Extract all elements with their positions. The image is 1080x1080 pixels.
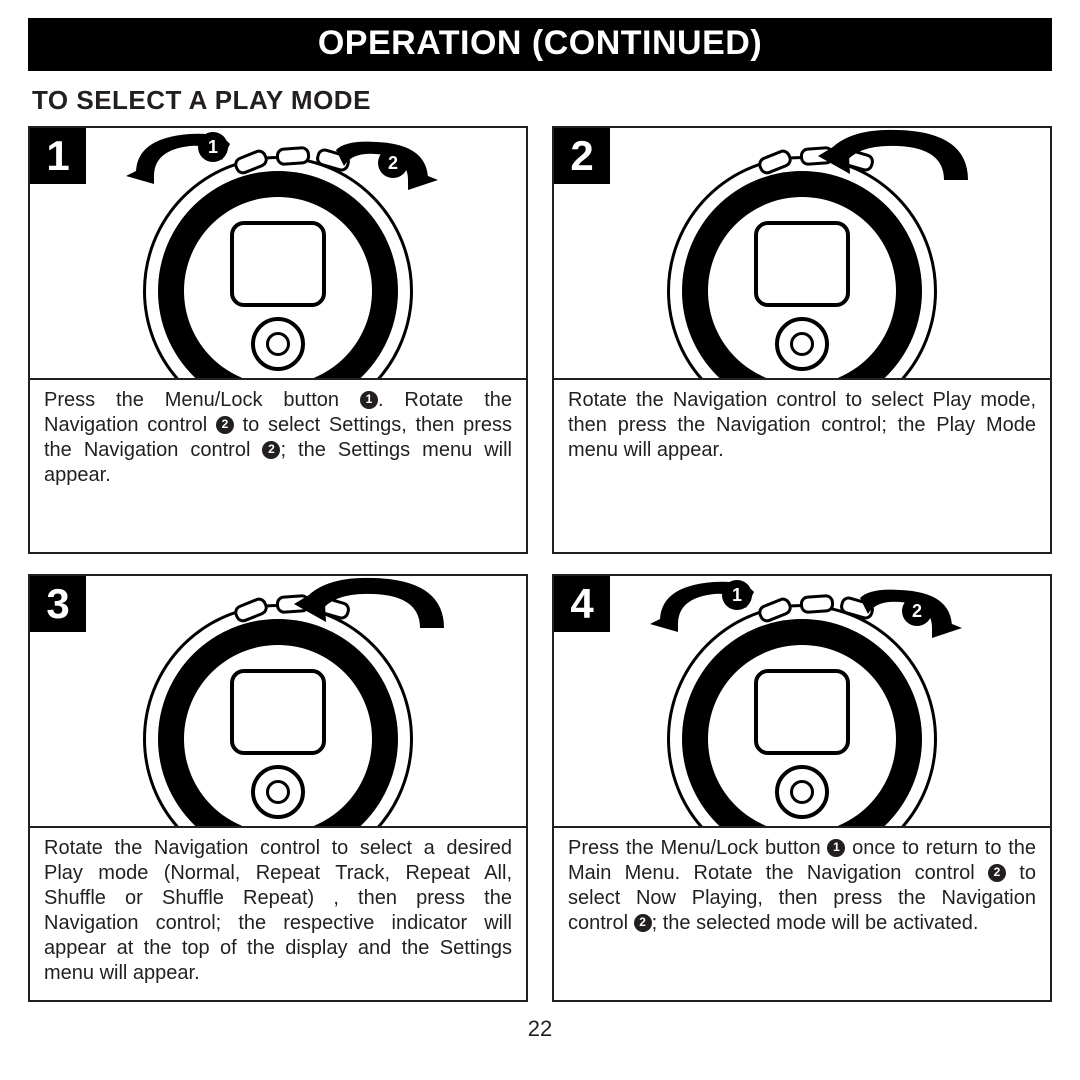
step-1-illustration: 1 1 2 [28,126,528,380]
callout-1: 1 [722,580,752,610]
callout-2: 2 [378,148,408,178]
step-4-illustration: 4 1 2 [552,574,1052,828]
step-1-number: 1 [30,128,86,184]
callout-2: 2 [902,596,932,626]
subheading: TO SELECT A PLAY MODE [32,85,1052,116]
step-2-illustration: 2 [552,126,1052,380]
inline-ref-2-icon: 2 [634,914,652,932]
page-number: 22 [28,1016,1052,1042]
step-4: 4 12Press the Menu/Lock button 1 once to… [552,574,1052,1002]
step-4-text: Press the Menu/Lock button 1 once to ret… [552,828,1052,1002]
step-1: 1 12Press the Menu/Lock button 1. Rotate… [28,126,528,554]
step-2-text: Rotate the Navigation control to select … [552,380,1052,554]
step-3-illustration: 3 [28,574,528,828]
inline-ref-1-icon: 1 [827,839,845,857]
inline-ref-2-icon: 2 [262,441,280,459]
inline-ref-2-icon: 2 [988,864,1006,882]
inline-ref-1-icon: 1 [360,391,378,409]
step-2-number: 2 [554,128,610,184]
step-3: 3 Rotate the Navigation control to selec… [28,574,528,1002]
step-4-number: 4 [554,576,610,632]
inline-ref-2-icon: 2 [216,416,234,434]
step-3-text: Rotate the Navigation control to select … [28,828,528,1002]
step-2: 2 Rotate the Navigation control to selec… [552,126,1052,554]
steps-grid: 1 12Press the Menu/Lock button 1. Rotate… [28,126,1052,1002]
section-header: OPERATION (CONTINUED) [28,18,1052,71]
step-1-text: Press the Menu/Lock button 1. Rotate the… [28,380,528,554]
step-3-number: 3 [30,576,86,632]
callout-1: 1 [198,132,228,162]
